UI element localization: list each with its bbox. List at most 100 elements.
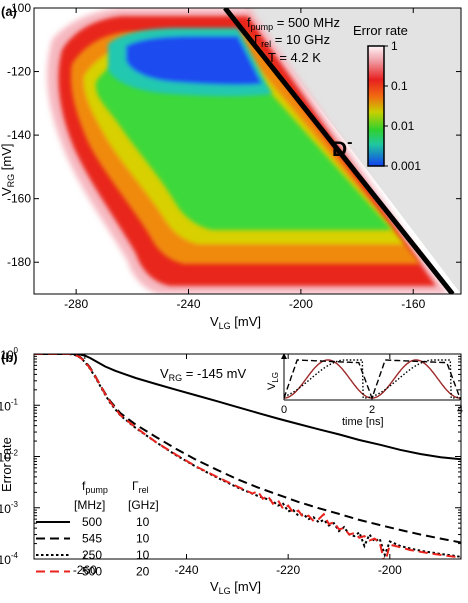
panel-a-y-tick-label: -160 (7, 192, 31, 206)
colorbar: Error rate 1 0.1 0.01 0.001 (353, 23, 421, 173)
legend-f-value: 545 (82, 532, 102, 546)
series-line-1 (34, 354, 461, 461)
panel-b-series (34, 354, 461, 559)
panel-b-label: (b) (1, 350, 18, 365)
annotation-v-rg-value: = -145 mV (182, 366, 246, 381)
legend-g-value: 10 (136, 515, 150, 529)
inset: 0 2 4 VLG time [ns] (266, 353, 463, 428)
panel-a-ylabel-unit: [mV] (0, 143, 14, 173)
colorbar-tick-label: 0.1 (391, 79, 408, 93)
legend-col1-main: f (82, 479, 86, 493)
legend-g-value: 10 (136, 548, 150, 562)
inset-plot (284, 359, 460, 400)
panel-a-y-tick-label: -120 (7, 65, 31, 79)
inset-x-tick-label: 0 (281, 404, 287, 416)
inset-xlabel: time [ns] (342, 416, 384, 428)
panel-b-xlabel-sub: LG (219, 586, 231, 596)
annotation-g-sub: rel (261, 39, 271, 49)
inset-ylabel-main: V (266, 382, 278, 390)
panel-b: (b) -260 -240 -220 -200 10010-110-210-310-4… (0, 346, 463, 596)
colorbar-tick-label: 0.01 (391, 119, 415, 133)
annotation-f-value: = 500 MHz (273, 15, 340, 30)
legend-col2-main: Γ (132, 479, 139, 493)
series-line-3 (34, 354, 461, 558)
panel-a-xlabel-unit: [mV] (231, 314, 261, 329)
panel-a-xlabel-sub: LG (219, 321, 231, 331)
inset-ylabel-sub: LG (271, 372, 280, 383)
legend-f-value: 250 (82, 548, 102, 562)
panel-a-x-tick-label: -200 (289, 297, 313, 311)
legend-col1-header: fpump (82, 479, 108, 495)
panel-b-ylabel: Error rate (0, 437, 14, 492)
heatmap-green (95, 54, 392, 230)
annotation-v-rg-sub: RG (169, 373, 183, 383)
panel-a-ylabel-sub: RG (6, 174, 16, 188)
panel-a-x-tick-label: -240 (176, 297, 200, 311)
panel-a-y-tick-label: -100 (7, 1, 31, 15)
legend-col1-unit: [MHz] (74, 498, 105, 512)
inset-x-tick-label: 4 (457, 404, 463, 416)
inset-ylabel: VLG (266, 372, 280, 390)
panel-b-x-tick-label: -200 (378, 563, 402, 577)
panel-b-y-tick-label: 10-1 (0, 397, 19, 413)
legend-g-value: 10 (136, 532, 150, 546)
panel-b-x-tick-label: -220 (276, 563, 300, 577)
legend-f-value: 500 (82, 515, 102, 529)
panel-b-plot (34, 354, 461, 559)
panel-b-y-tick-label: 10-4 (0, 551, 19, 567)
annotation-gamma-rel: Γrel = 10 GHz (254, 32, 330, 49)
inset-series (284, 359, 460, 400)
annotation-f-pump: fpump = 500 MHz (247, 15, 340, 32)
panel-b-xlabel: VLG [mV] (210, 579, 261, 596)
panel-a-x-tick-label: -160 (401, 297, 425, 311)
legend-col2-sub: rel (139, 485, 149, 495)
legend-rows: 500 10 545 10 250 10 500 20 (36, 515, 150, 579)
inset-x-tick-label: 2 (369, 404, 375, 416)
panel-a-x-tick-label: -280 (64, 297, 88, 311)
panel-a-xlabel: VLG [mV] (210, 314, 261, 331)
panel-a-ylabel-main: V (0, 187, 14, 196)
annotation-g-main: Γ (254, 32, 261, 47)
inset-y-arrow (281, 353, 287, 359)
heatmap-blue (108, 28, 272, 97)
heatmap-area (47, 8, 461, 294)
panel-a-label: (a) (1, 4, 17, 19)
panel-a-y-ticks: -100 -120 -140 -160 -180 (7, 1, 461, 269)
colorbar-gradient (367, 45, 385, 167)
panel-a-y-tick-label: -180 (7, 255, 31, 269)
region-label-sup: - (347, 134, 352, 151)
panel-b-x-tick-label: -260 (73, 563, 97, 577)
legend-f-value: 500 (82, 565, 102, 579)
panel-b-xlabel-unit: [mV] (231, 579, 261, 594)
panel-a-frame (33, 7, 462, 295)
colorbar-tick-label: 1 (391, 39, 398, 53)
series-line-4 (34, 354, 461, 559)
annotation-v-rg: VRG = -145 mV (160, 366, 246, 383)
colorbar-tick-label: 0.001 (391, 159, 421, 173)
legend-col2-header: Γrel (132, 479, 149, 495)
panel-b-y-tick-label: 10-3 (0, 500, 19, 516)
legend-col2-unit: [GHz] (128, 498, 159, 512)
annotation-f-sub: pump (251, 22, 274, 32)
colorbar-ticks: 1 0.1 0.01 0.001 (384, 39, 421, 173)
colorbar-title: Error rate (353, 23, 408, 38)
boundary-line (223, 8, 455, 294)
annotation-g-value: = 10 GHz (271, 32, 330, 47)
annotation-f-main: f (247, 15, 251, 30)
legend-g-value: 20 (136, 565, 150, 579)
region-label-d-minus: D- (332, 134, 353, 161)
panel-a-xlabel-main: V (210, 314, 219, 329)
panel-a: (a) (0, 1, 462, 331)
panel-b-xlabel-main: V (210, 579, 219, 594)
region-label-main: D (332, 138, 347, 161)
panel-a-y-tick-label: -140 (7, 128, 31, 142)
panel-b-x-ticks: -260 -240 -220 -200 (73, 354, 402, 577)
panel-a-ylabel: VRG [mV] (0, 143, 16, 196)
inset-series-line-3 (284, 359, 460, 399)
annotation-v-rg-main: V (160, 366, 169, 381)
panel-a-x-ticks: -280 -240 -200 -160 (64, 8, 426, 311)
annotation-temperature: T = 4.2 K (268, 50, 321, 65)
inset-x-ticks: 0 2 4 (281, 397, 463, 416)
